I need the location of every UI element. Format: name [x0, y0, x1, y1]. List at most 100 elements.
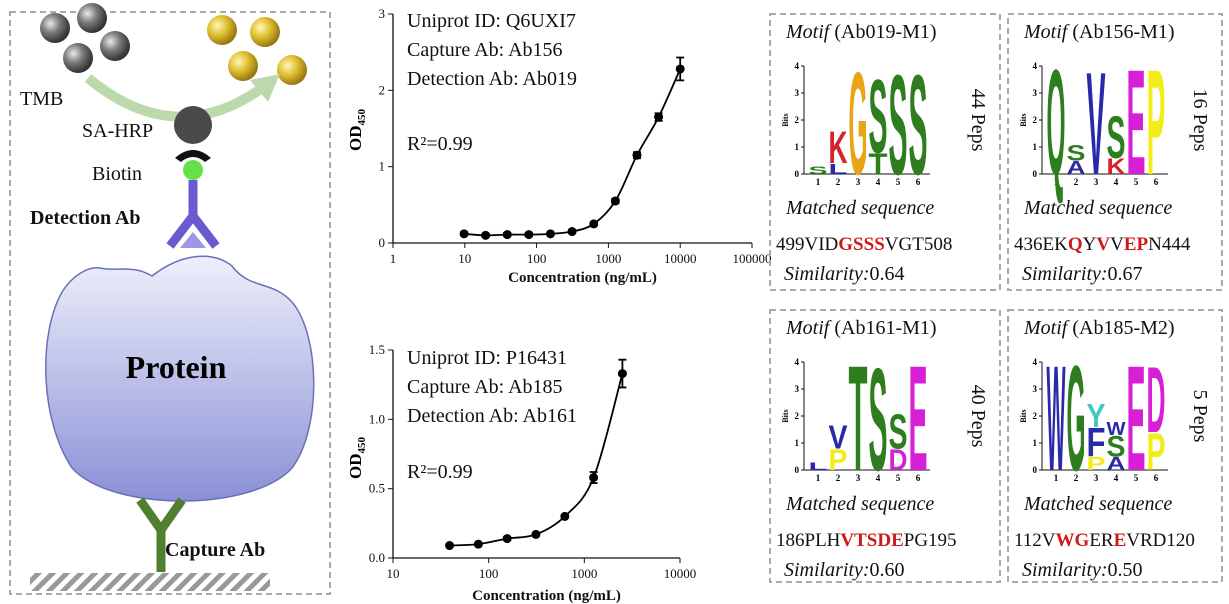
data-point — [654, 113, 663, 122]
sequence-part: V — [1110, 234, 1124, 255]
logo-y-tick-label: 3 — [1033, 384, 1038, 394]
peps-count: 44 Peps — [967, 89, 989, 152]
logo-letter: Q — [1047, 40, 1066, 207]
y-tick-label: 0.0 — [369, 550, 385, 565]
sa-hrp-label: SA-HRP — [82, 120, 153, 142]
sequence-part: PG195 — [904, 530, 957, 551]
reaction-arrow — [88, 78, 262, 117]
data-point — [568, 227, 577, 236]
r-squared: R²=0.99 — [407, 133, 473, 155]
similarity-value: 0.50 — [1108, 559, 1143, 581]
similarity: Similarity:0.67 — [1022, 263, 1143, 285]
figure: TMB SA-HRP Biotin Detection Ab Protein C… — [0, 0, 1229, 604]
highlighted-residues: EP — [1124, 234, 1149, 255]
logo-letter: W — [1047, 336, 1066, 503]
tmb-molecule — [100, 31, 130, 61]
protein-label: Protein — [126, 349, 227, 385]
highlighted-residues: VTSDE — [840, 530, 903, 551]
x-axis-label: Concentration (ng/mL) — [472, 588, 621, 604]
sequence-part: 499VID — [776, 234, 838, 255]
logo-letter: L — [809, 460, 828, 472]
assay-diagram: TMB SA-HRP Biotin Detection Ab Protein C… — [10, 3, 330, 594]
x-tick-label: 1 — [390, 251, 397, 266]
x-tick-label: 10 — [387, 566, 400, 581]
tmb-molecule — [63, 43, 93, 73]
logo-y-tick-label: 4 — [1033, 61, 1038, 71]
matched-sequence: 436EKQYVVEPN444 — [1014, 234, 1191, 255]
similarity-value: 0.67 — [1108, 263, 1143, 285]
y-axis-label-subscript: 450 — [356, 109, 368, 126]
y-axis-label: OD450 — [346, 437, 368, 480]
logo-y-tick-label: 3 — [795, 88, 800, 98]
logo-y-tick-label: 1 — [1033, 142, 1038, 152]
motif-label: Motif — [785, 317, 832, 339]
data-point — [481, 231, 490, 240]
similarity: Similarity:0.64 — [784, 263, 905, 285]
biotin — [183, 160, 203, 180]
peps-count: 40 Peps — [967, 385, 989, 448]
tmb-molecule — [77, 3, 107, 33]
logo-y-tick-label: 4 — [795, 61, 800, 71]
detection-ab-label: Detection Ab — [30, 207, 141, 229]
matched-label: Matched sequence — [785, 493, 934, 515]
x-tick-label: 10 — [458, 251, 471, 266]
data-point — [589, 473, 598, 482]
motif-title: Motif(Ab019-M1) — [785, 21, 937, 43]
sequence-part: VGT508 — [885, 234, 953, 255]
y-axis-label-main: OD — [346, 126, 365, 152]
logo-letter: S — [889, 47, 908, 206]
logo-y-tick-label: 1 — [1033, 438, 1038, 448]
logo-y-tick-label: 0 — [1033, 465, 1038, 475]
oxidized-tmb — [277, 55, 307, 85]
logo-x-tick-label: 4 — [1114, 473, 1119, 483]
peps-count: 16 Peps — [1189, 89, 1211, 152]
sequence-part: 186PLH — [776, 530, 841, 551]
logo-y-tick-label: 1 — [795, 142, 800, 152]
y-axis-label: OD450 — [346, 109, 368, 152]
sequence-part: N444 — [1148, 234, 1191, 255]
logo-y-tick-label: 2 — [795, 115, 800, 125]
logo-letter: V — [829, 418, 848, 456]
y-tick-label: 1.0 — [369, 411, 385, 426]
logo-y-tick-label: 4 — [795, 357, 800, 367]
y-tick-label: 3 — [379, 6, 386, 21]
annotation: Uniprot ID: Q6UXI7 — [407, 10, 576, 32]
logo-y-tick-label: 0 — [795, 169, 800, 179]
sequence-part: Y — [1083, 234, 1097, 255]
data-point — [546, 229, 555, 238]
annotation: Detection Ab: Ab161 — [407, 405, 577, 427]
annotation: Capture Ab: Ab156 — [407, 39, 563, 61]
logo-x-tick-label: 2 — [836, 177, 841, 187]
highlighted-residues: GSSS — [838, 234, 884, 255]
logo-letter: T — [849, 336, 868, 503]
logo-y-tick-label: 1 — [795, 438, 800, 448]
similarity-value: 0.64 — [870, 263, 905, 285]
x-tick-label: 100 — [479, 566, 499, 581]
y-tick-label: 1 — [379, 159, 386, 174]
x-tick-label: 10000 — [664, 251, 697, 266]
peps-count: 5 Peps — [1189, 390, 1211, 443]
highlighted-residues: E — [1114, 530, 1127, 551]
logo-letter: S — [809, 164, 828, 176]
logo-x-tick-label: 1 — [816, 177, 821, 187]
sequence-part: 112V — [1014, 530, 1056, 551]
sa-hrp — [174, 106, 212, 144]
similarity-value: 0.60 — [870, 559, 905, 581]
y-tick-label: 0 — [379, 235, 386, 250]
similarity-label: Similarity: — [784, 263, 870, 285]
similarity-label: Similarity: — [1022, 263, 1108, 285]
r-squared: R²=0.99 — [407, 461, 473, 483]
oxidized-tmb — [207, 15, 237, 45]
x-axis-label: Concentration (ng/mL) — [508, 270, 657, 286]
data-point — [445, 541, 454, 550]
logo-y-tick-label: 2 — [1033, 115, 1038, 125]
capture-ab-label: Capture Ab — [165, 539, 265, 561]
logo-x-tick-label: 1 — [816, 473, 821, 483]
data-point — [503, 534, 512, 543]
data-point — [503, 230, 512, 239]
y-tick-label: 1.5 — [369, 342, 385, 357]
data-point — [560, 512, 569, 521]
biotin-label: Biotin — [92, 163, 142, 185]
data-point — [618, 369, 627, 378]
matched-label: Matched sequence — [785, 197, 934, 219]
